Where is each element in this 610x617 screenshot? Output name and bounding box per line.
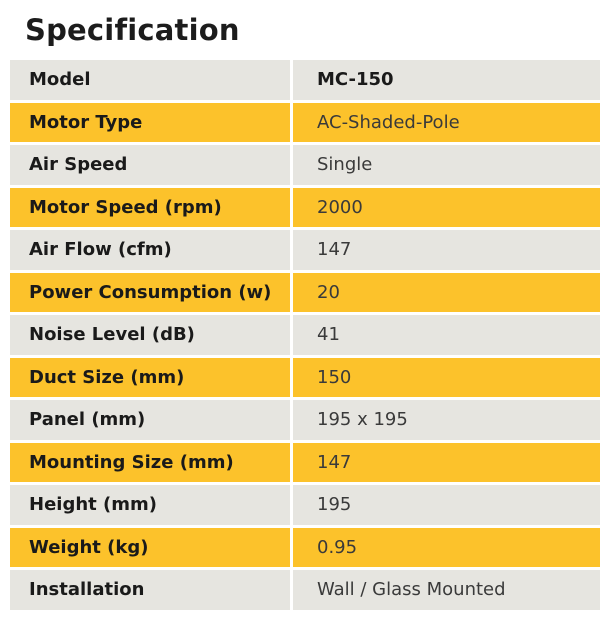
specification-table: Model MC-150 Motor Type AC-Shaded-Pole A… <box>10 57 600 613</box>
table-row-installation: Installation Wall / Glass Mounted <box>10 570 600 610</box>
table-row-air-flow: Air Flow (cfm) 147 <box>10 230 600 270</box>
row-value: Wall / Glass Mounted <box>293 570 600 610</box>
row-label: Noise Level (dB) <box>10 315 293 355</box>
row-value: Single <box>293 145 600 185</box>
row-label: Weight (kg) <box>10 527 293 567</box>
row-value: 195 <box>293 485 600 525</box>
table-row-air-speed: Air Speed Single <box>10 145 600 185</box>
row-label: Height (mm) <box>10 485 293 525</box>
row-value: AC-Shaded-Pole <box>293 102 600 142</box>
row-label: Mounting Size (mm) <box>10 442 293 482</box>
table-row-mounting-size: Mounting Size (mm) 147 <box>10 442 600 482</box>
row-value: 147 <box>293 230 600 270</box>
table-row-weight: Weight (kg) 0.95 <box>10 527 600 567</box>
page-title: Specification <box>25 13 240 47</box>
table-row-motor-type: Motor Type AC-Shaded-Pole <box>10 102 600 142</box>
row-label: Air Flow (cfm) <box>10 230 293 270</box>
row-label: Model <box>10 60 293 100</box>
row-value: 195 x 195 <box>293 400 600 440</box>
row-label: Power Consumption (w) <box>10 272 293 312</box>
row-label: Installation <box>10 570 293 610</box>
row-value: 20 <box>293 272 600 312</box>
row-value: MC-150 <box>293 60 600 100</box>
table-row-noise-level: Noise Level (dB) 41 <box>10 315 600 355</box>
row-value: 2000 <box>293 187 600 227</box>
table-row-panel: Panel (mm) 195 x 195 <box>10 400 600 440</box>
row-label: Duct Size (mm) <box>10 357 293 397</box>
row-value: 150 <box>293 357 600 397</box>
row-label: Panel (mm) <box>10 400 293 440</box>
row-label: Air Speed <box>10 145 293 185</box>
table-row-power-consumption: Power Consumption (w) 20 <box>10 272 600 312</box>
row-value: 147 <box>293 442 600 482</box>
row-label: Motor Speed (rpm) <box>10 187 293 227</box>
row-value: 41 <box>293 315 600 355</box>
row-value: 0.95 <box>293 527 600 567</box>
table-row-height: Height (mm) 195 <box>10 485 600 525</box>
table-row-model: Model MC-150 <box>10 60 600 100</box>
table-row-duct-size: Duct Size (mm) 150 <box>10 357 600 397</box>
table-row-motor-speed: Motor Speed (rpm) 2000 <box>10 187 600 227</box>
row-label: Motor Type <box>10 102 293 142</box>
